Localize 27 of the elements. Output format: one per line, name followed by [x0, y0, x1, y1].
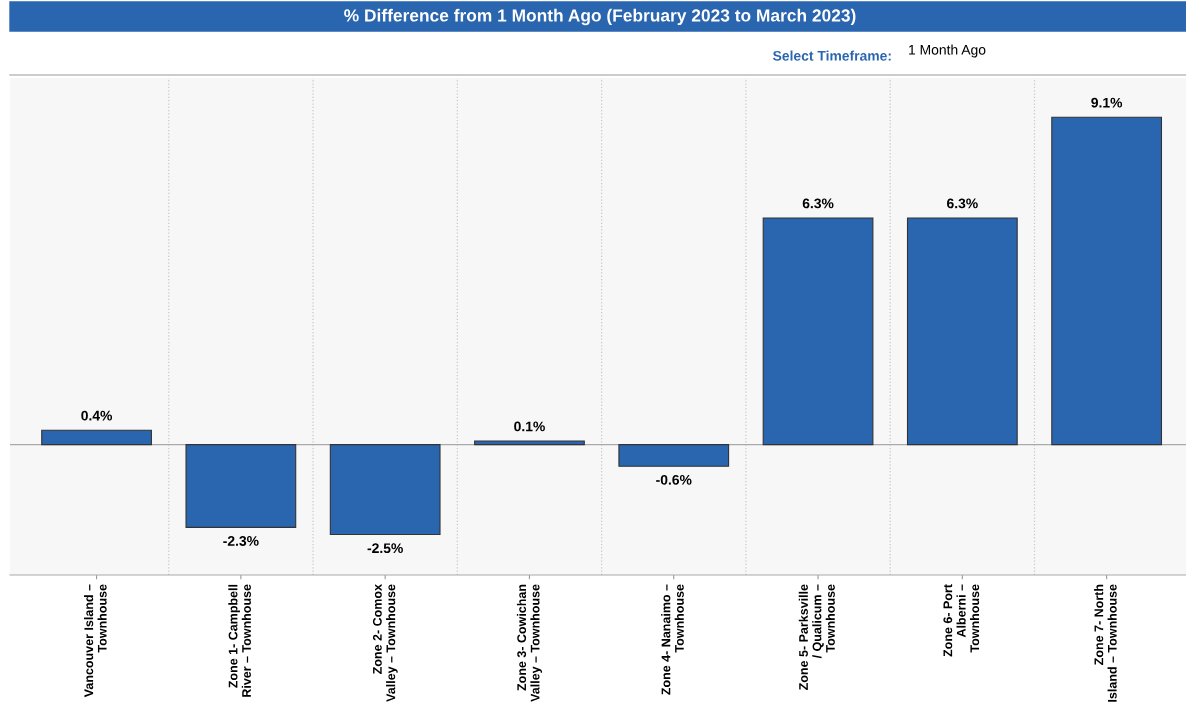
- bar: [41, 429, 152, 446]
- data-label: 0.1%: [514, 421, 545, 432]
- data-label: -0.6%: [656, 474, 692, 485]
- x-tick-label: Vancouver Island – Townhouse: [84, 584, 107, 698]
- x-tick-label: Zone 5- Parksville / Qualicum – Townhouse: [798, 584, 835, 690]
- text: Select Timeframe:: [773, 50, 891, 61]
- bar: [1051, 116, 1163, 446]
- x-tick-label: Zone 3- Cowichan Valley – Townhouse: [516, 584, 543, 702]
- x-tick-label: Zone 2- Comox Valley – Townhouse: [372, 584, 398, 702]
- x-tick-label: Zone 1- Campbell River – Townhouse: [228, 584, 251, 697]
- data-label: 6.3%: [802, 198, 834, 209]
- bar: [762, 217, 874, 446]
- data-label: -2.5%: [367, 543, 403, 554]
- bar: [618, 444, 730, 467]
- x-tick-label: Zone 6- Port Alberni – Townhouse: [943, 584, 980, 657]
- x-tick-label: Zone 7- North Island – Townhouse: [1094, 584, 1117, 702]
- bar: [329, 444, 441, 536]
- bar: [906, 217, 1018, 446]
- x-tick-label: Zone 4- Nanaimo – Townhouse: [661, 584, 684, 695]
- chart-title: % Difference from 1 Month Ago (February 2023 to March 2023): [344, 8, 856, 26]
- data-label: 9.1%: [1091, 97, 1123, 108]
- data-label: -2.3%: [223, 536, 259, 546]
- bar: [474, 440, 585, 446]
- data-label: 6.3%: [947, 198, 978, 209]
- text: 1 Month Ago: [909, 44, 986, 58]
- data-label: 0.4%: [81, 410, 113, 421]
- bar: [185, 444, 297, 528]
